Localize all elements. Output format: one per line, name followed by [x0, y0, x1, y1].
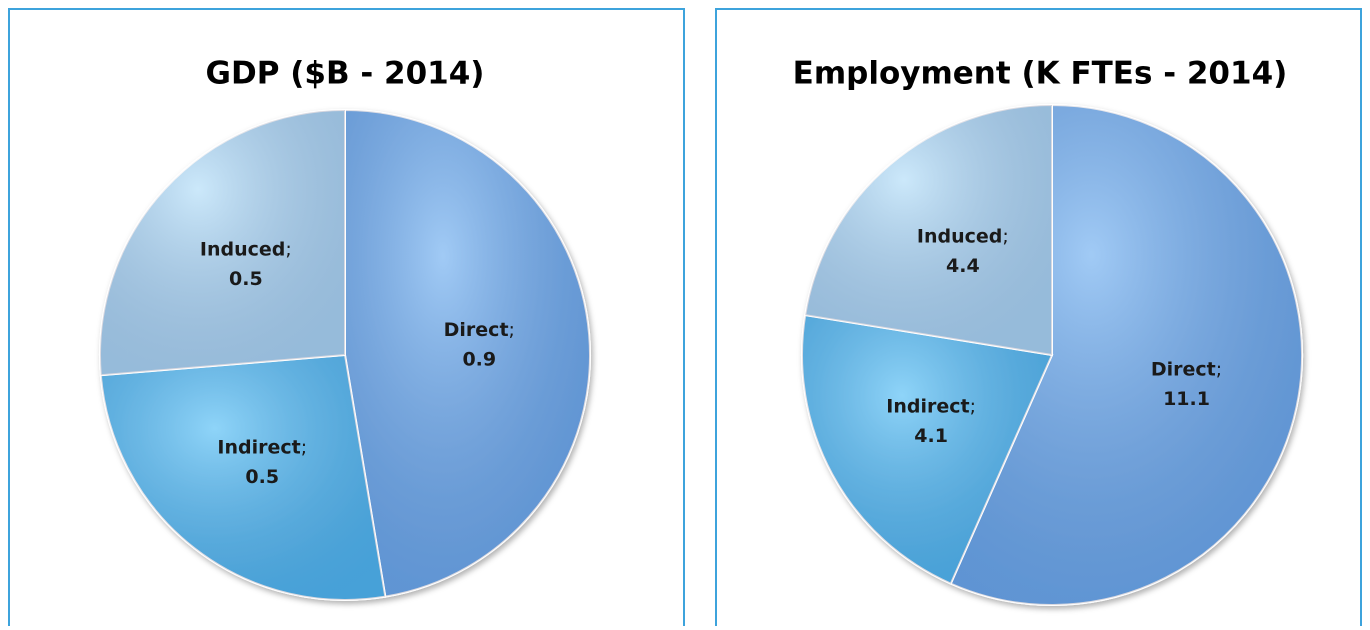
category-label: Indirect [217, 436, 300, 458]
category-label: Induced [917, 225, 1002, 247]
category-label: Indirect [886, 395, 969, 417]
value-label: 4.1 [914, 425, 948, 447]
pie [99, 108, 591, 601]
label-separator: ; [509, 318, 515, 340]
panel-border [715, 8, 1362, 630]
value-label: 0.5 [229, 268, 263, 290]
slice-shine [100, 355, 386, 600]
category-label: Direct [1151, 358, 1216, 380]
slice-shine [805, 105, 1052, 355]
pie [801, 103, 1303, 606]
label-separator: ; [285, 238, 291, 260]
chart-title: Employment (K FTEs - 2014) [793, 56, 1288, 92]
value-label: 11.1 [1163, 388, 1210, 410]
slice-shine [950, 105, 1302, 606]
label-separator: ; [1002, 225, 1008, 247]
data-label: Indirect; [886, 395, 976, 417]
category-label: Direct [444, 318, 509, 340]
label-separator: ; [1216, 358, 1222, 380]
data-label: Indirect; [217, 436, 307, 458]
category-label: Induced [200, 238, 285, 260]
data-label: Induced; [917, 225, 1009, 247]
label-separator: ; [970, 395, 976, 417]
chart-title: GDP ($B - 2014) [206, 56, 485, 92]
value-label: 4.4 [946, 255, 980, 277]
slice-shine [345, 110, 590, 597]
slice-shine [802, 315, 1052, 584]
value-label: 0.9 [462, 348, 496, 370]
value-label: 0.5 [245, 466, 279, 488]
data-label: Direct; [1151, 358, 1222, 380]
slice-shine [100, 110, 345, 376]
label-separator: ; [301, 436, 307, 458]
data-label: Induced; [200, 238, 292, 260]
data-label: Direct; [444, 318, 515, 340]
panel-border [8, 8, 685, 630]
